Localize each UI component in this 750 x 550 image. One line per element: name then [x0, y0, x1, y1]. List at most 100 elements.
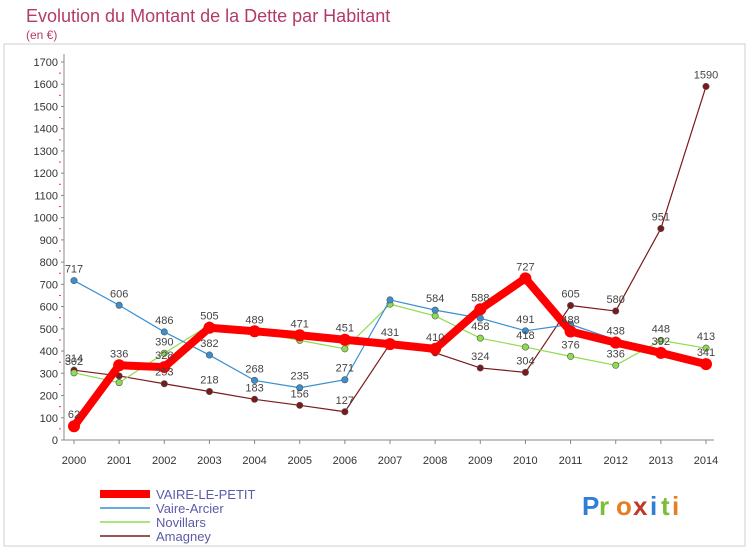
data-label: 336 [607, 348, 625, 360]
data-label: 489 [245, 314, 263, 326]
data-point [113, 359, 126, 372]
data-label: 302 [65, 356, 83, 368]
data-label: 488 [561, 314, 579, 326]
data-point [567, 352, 575, 360]
x-tick-label: 2001 [107, 455, 131, 467]
data-point [521, 327, 529, 335]
data-label: 271 [336, 363, 354, 375]
data-label: 410 [426, 332, 444, 344]
x-tick-label: 2005 [287, 455, 311, 467]
y-tick-label: 700 [40, 279, 58, 291]
data-point [521, 368, 529, 376]
data-label: 418 [516, 330, 534, 342]
y-tick-label: 800 [40, 257, 58, 269]
y-tick-label: 1500 [34, 101, 58, 113]
y-tick-label: 400 [40, 346, 58, 358]
data-label: 183 [245, 382, 263, 394]
y-tick-label: 1600 [34, 79, 58, 91]
data-label: 328 [155, 350, 173, 362]
data-label: 314 [65, 353, 83, 365]
data-label: 253 [155, 367, 173, 379]
data-point [158, 361, 171, 374]
x-tick-label: 2014 [694, 455, 718, 467]
y-tick-label: 500 [40, 324, 58, 336]
data-point [564, 325, 577, 338]
legend-label: Novillars [156, 515, 206, 530]
x-tick-label: 2010 [513, 455, 537, 467]
data-point [521, 343, 529, 351]
y-tick-label: 1700 [34, 57, 58, 69]
data-label: 336 [110, 348, 128, 360]
data-point [702, 82, 710, 90]
data-label: 268 [245, 363, 263, 375]
data-label: 491 [516, 314, 534, 326]
data-point [160, 349, 168, 357]
data-point [70, 369, 78, 377]
data-point [654, 346, 667, 359]
data-point [115, 301, 123, 309]
x-tick-label: 2009 [468, 455, 492, 467]
logo-letter: t [661, 491, 670, 521]
data-label: 218 [200, 375, 218, 387]
chart-title: Evolution du Montant de la Dette par Hab… [26, 6, 390, 26]
legend-label: VAIRE-LE-PETIT [156, 487, 256, 502]
data-label: 156 [291, 388, 309, 400]
data-point [70, 277, 78, 285]
data-point [296, 384, 304, 392]
data-point [338, 333, 351, 346]
data-label: 605 [561, 288, 579, 300]
legend-label: Vaire-Arcier [156, 501, 224, 516]
data-label: 304 [516, 355, 534, 367]
data-label: 727 [516, 261, 534, 273]
data-point [476, 364, 484, 372]
y-tick-label: 900 [40, 235, 58, 247]
y-tick-label: 100 [40, 413, 58, 425]
data-label: 584 [426, 293, 444, 305]
data-point [160, 380, 168, 388]
data-point [657, 225, 665, 233]
data-point [657, 336, 665, 344]
data-point [612, 307, 620, 315]
data-label: 717 [65, 264, 83, 276]
data-label: 382 [200, 338, 218, 350]
legend: VAIRE-LE-PETITVaire-ArcierNovillarsAmagn… [100, 487, 256, 544]
data-point [341, 376, 349, 384]
data-point [567, 301, 575, 309]
y-tick-label: 300 [40, 368, 58, 380]
x-tick-label: 2000 [62, 455, 86, 467]
data-label: 324 [471, 351, 489, 363]
data-point [251, 376, 259, 384]
x-tick-label: 2002 [152, 455, 176, 467]
x-tick-label: 2012 [603, 455, 627, 467]
data-label: 390 [155, 336, 173, 348]
data-point [474, 303, 487, 316]
data-point [341, 345, 349, 353]
y-tick-label: 1300 [34, 146, 58, 158]
data-label: 431 [381, 327, 399, 339]
data-point [429, 342, 442, 355]
data-point [341, 408, 349, 416]
data-point [476, 334, 484, 342]
logo-letter: i [650, 491, 657, 521]
data-label: 235 [291, 371, 309, 383]
data-point [519, 272, 532, 285]
data-point [702, 344, 710, 352]
data-label: 62 [68, 409, 80, 421]
data-point [205, 351, 213, 359]
chart-subtitle: (en €) [26, 28, 57, 42]
data-label: 505 [200, 311, 218, 323]
data-point [384, 338, 396, 351]
data-label: 588 [471, 292, 489, 304]
data-point [160, 328, 168, 336]
legend-label: Amagney [156, 529, 211, 544]
y-tick-label: 1100 [34, 190, 58, 202]
data-label: 471 [291, 318, 309, 330]
y-tick-label: 600 [40, 302, 58, 314]
data-point [251, 395, 259, 403]
y-tick-label: 1200 [34, 168, 58, 180]
logo-letter: i [672, 491, 679, 521]
data-label: 413 [697, 331, 715, 343]
